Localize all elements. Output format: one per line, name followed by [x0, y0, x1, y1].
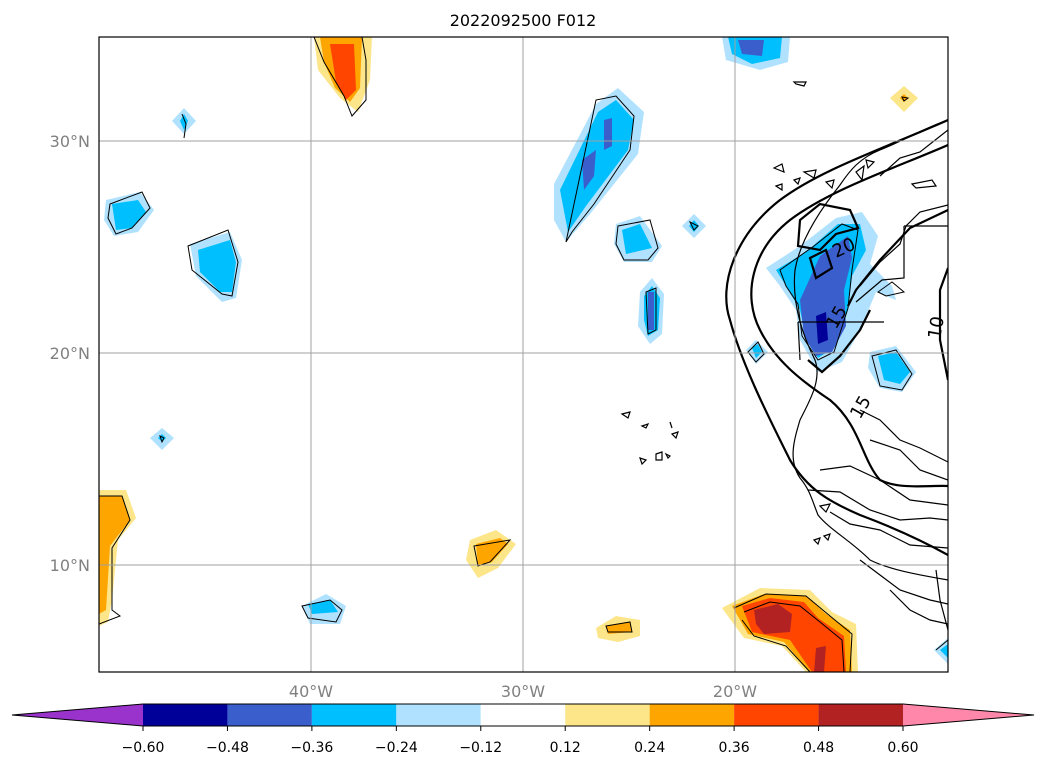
lat-label-10n: 10°N	[50, 556, 90, 575]
colorbar-segment	[143, 704, 228, 726]
map-frame	[98, 36, 949, 673]
thin-contours	[99, 37, 948, 672]
colorbar-tick-label: −0.60	[122, 740, 165, 756]
colorbar: −0.60 −0.48 −0.36 −0.24 −0.12 0.12 0.24 0.36 0.4…	[11, 703, 1035, 756]
colorbar-tick-label: 0.12	[550, 740, 581, 756]
colorbar-tick-label: −0.48	[206, 740, 249, 756]
lat-label-20n: 20°N	[50, 344, 90, 363]
coastlines	[620, 81, 948, 631]
gridlines	[99, 37, 948, 672]
lon-label-20w: 20°W	[713, 682, 757, 701]
colorbar-over-extend	[903, 704, 1034, 726]
lon-label-40w: 40°W	[289, 682, 333, 701]
lat-label-30n: 30°N	[50, 132, 90, 151]
colorbar-tick-label: 0.48	[803, 740, 834, 756]
colorbar-tick-label: 0.36	[719, 740, 750, 756]
colorbar-tick-label: −0.36	[290, 740, 333, 756]
map-panel: 20 15 15 10	[99, 37, 949, 672]
colorbar-segment	[480, 704, 566, 726]
colorbar-segment	[311, 704, 397, 726]
colorbar-tick-label: −0.24	[375, 740, 418, 756]
colorbar-tick-label: 0.60	[887, 740, 918, 756]
colorbar-segment	[227, 704, 312, 726]
colorbar-segment	[396, 704, 481, 726]
map-title: 2022092500 F012	[450, 11, 597, 30]
colorbar-segment	[649, 704, 735, 726]
colorbar-tick-label: −0.12	[459, 740, 502, 756]
lon-label-30w: 30°W	[501, 682, 545, 701]
lon-labels: 40°W 30°W 20°W	[289, 682, 757, 701]
contour-label-10: 10	[924, 315, 949, 341]
colorbar-segment	[565, 704, 650, 726]
lat-labels: 30°N 20°N 10°N	[50, 132, 90, 575]
colorbar-segment	[734, 704, 819, 726]
colorbar-segment	[818, 704, 903, 726]
colorbar-tick-label: 0.24	[634, 740, 665, 756]
shaded-field	[99, 37, 948, 672]
colorbar-under-extend	[12, 704, 143, 726]
